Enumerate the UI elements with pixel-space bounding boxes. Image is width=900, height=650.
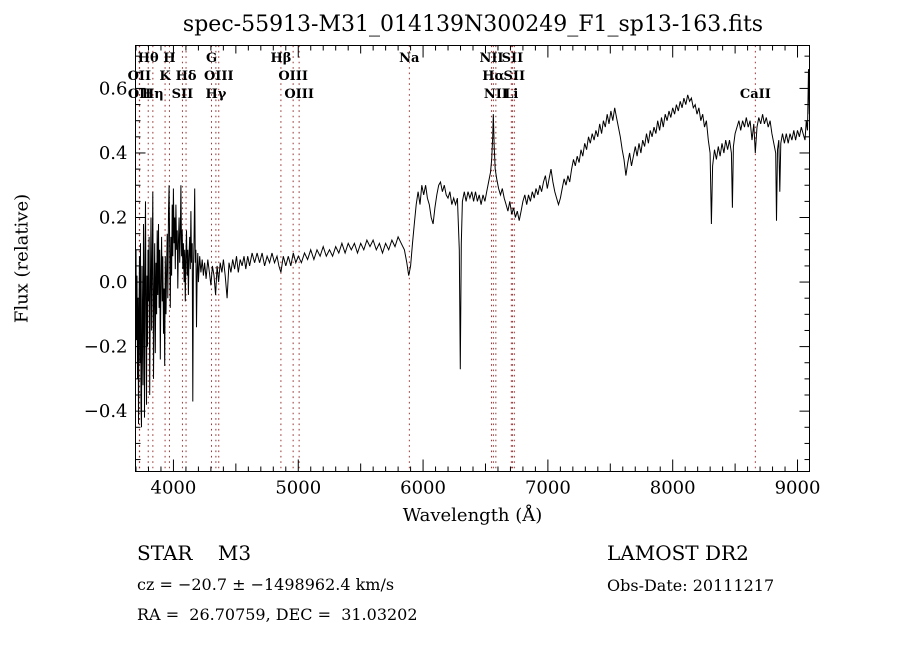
- x-tick-label: 4000: [151, 478, 197, 499]
- y-tick-label: −0.2: [84, 337, 128, 358]
- spectral-line-label: Hβ: [270, 51, 291, 66]
- plot-title: spec-55913-M31_014139N300249_F1_sp13-163…: [182, 12, 764, 37]
- x-ticks: [135, 45, 799, 472]
- x-tick-label: 9000: [775, 478, 821, 499]
- x-tick-labels: 4000 5000 6000 7000 8000 9000: [151, 478, 821, 499]
- spectral-line-labels: OII OII Hθ Hη KH SII Hδ G Hγ OIII Hβ OIII OIII Na NII H…: [128, 51, 771, 102]
- spectral-line-label: NII: [484, 87, 508, 102]
- spectral-line-markers: [138, 45, 756, 472]
- y-tick-label: −0.4: [84, 401, 128, 422]
- spectral-line-label: Hγ: [205, 87, 226, 102]
- x-tick-label: 8000: [650, 478, 696, 499]
- spectral-line-label: OIII: [204, 69, 234, 84]
- spectral-line-label: OII: [128, 69, 152, 84]
- spectral-line-label: Hθ: [138, 51, 159, 66]
- y-tick-label: 0.0: [99, 272, 128, 293]
- spectral-line-label: K: [159, 69, 171, 84]
- obs-date-value: Obs-Date: 20111217: [607, 576, 775, 595]
- spectral-line-label: G: [206, 51, 217, 66]
- spectral-line-label: SII: [502, 51, 524, 66]
- x-axis-label: Wavelength (Å): [402, 505, 543, 526]
- spectral-line-label: Li: [504, 87, 518, 102]
- spectral-line-label: SII: [504, 69, 526, 84]
- spectral-line-label: Hα: [482, 69, 504, 84]
- y-ticks: [135, 55, 810, 461]
- y-axis-label: Flux (relative): [11, 193, 33, 324]
- spectral-line-label: Hη: [142, 87, 164, 102]
- x-tick-label: 7000: [525, 478, 571, 499]
- spectral-line-label: H: [163, 51, 175, 66]
- y-tick-label: 0.4: [99, 143, 128, 164]
- spectral-line-label: OIII: [278, 69, 308, 84]
- y-tick-label: 0.6: [99, 78, 128, 99]
- survey-label: LAMOST DR2: [607, 541, 749, 565]
- ra-dec-value: RA = 26.70759, DEC = 31.03202: [137, 605, 418, 624]
- spectral-line-label: Hδ: [176, 69, 197, 84]
- spectral-line-label: CaII: [740, 87, 771, 102]
- y-tick-label: 0.2: [99, 208, 128, 229]
- spectral-line-label: OII: [128, 87, 152, 102]
- spectral-line-label: SII: [172, 87, 194, 102]
- spectral-line-label: Na: [399, 51, 420, 66]
- spectrum-trace: [135, 69, 810, 428]
- spectral-line-label: OIII: [284, 87, 314, 102]
- x-tick-label: 5000: [275, 478, 321, 499]
- cz-value: cz = −20.7 ± −1498962.4 km/s: [137, 575, 395, 594]
- object-class-label: STAR M3: [137, 541, 252, 565]
- spectral-line-label: NII: [479, 51, 503, 66]
- x-tick-label: 6000: [400, 478, 446, 499]
- y-tick-labels: −0.4 −0.2 0.0 0.2 0.4 0.6: [84, 78, 128, 422]
